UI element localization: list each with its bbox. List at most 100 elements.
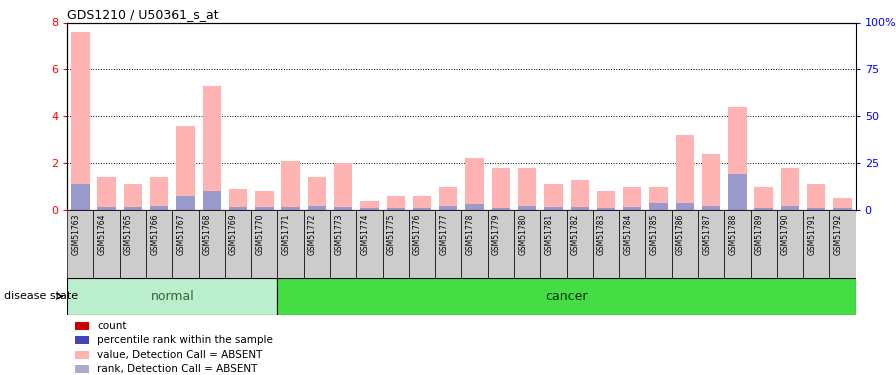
Text: GSM51781: GSM51781 bbox=[545, 213, 554, 255]
Bar bbox=[330, 210, 357, 278]
Bar bbox=[672, 210, 698, 278]
Bar bbox=[202, 191, 221, 210]
Text: GSM51780: GSM51780 bbox=[518, 213, 527, 255]
Text: value, Detection Call = ABSENT: value, Detection Call = ABSENT bbox=[97, 350, 263, 360]
Text: GSM51772: GSM51772 bbox=[308, 213, 317, 255]
Text: GSM51777: GSM51777 bbox=[439, 213, 448, 255]
Text: GSM51776: GSM51776 bbox=[413, 213, 422, 255]
Text: GSM51766: GSM51766 bbox=[151, 213, 159, 255]
Text: GSM51792: GSM51792 bbox=[833, 213, 842, 255]
Text: rank, Detection Call = ABSENT: rank, Detection Call = ABSENT bbox=[97, 364, 257, 374]
Bar bbox=[75, 365, 90, 373]
Bar bbox=[728, 107, 746, 210]
Text: GSM51787: GSM51787 bbox=[702, 213, 711, 255]
Bar bbox=[702, 206, 720, 210]
Bar bbox=[177, 196, 194, 210]
Bar bbox=[492, 168, 510, 210]
Bar bbox=[150, 177, 168, 210]
Bar bbox=[71, 184, 90, 210]
Text: normal: normal bbox=[151, 290, 194, 303]
Bar bbox=[255, 191, 273, 210]
Text: GSM51768: GSM51768 bbox=[202, 213, 211, 255]
Text: GSM51785: GSM51785 bbox=[650, 213, 659, 255]
Bar bbox=[93, 210, 120, 278]
Bar bbox=[465, 204, 484, 210]
Bar bbox=[623, 187, 642, 210]
Bar bbox=[514, 210, 540, 278]
Bar bbox=[334, 207, 352, 210]
Text: GSM51771: GSM51771 bbox=[281, 213, 290, 255]
Bar bbox=[650, 187, 668, 210]
Text: percentile rank within the sample: percentile rank within the sample bbox=[97, 335, 273, 345]
Text: GSM51778: GSM51778 bbox=[466, 213, 475, 255]
Bar bbox=[124, 184, 142, 210]
Bar bbox=[98, 177, 116, 210]
Text: GSM51782: GSM51782 bbox=[571, 213, 580, 255]
Bar bbox=[780, 206, 799, 210]
Bar bbox=[518, 206, 537, 210]
Bar bbox=[777, 210, 803, 278]
Bar bbox=[593, 210, 619, 278]
Text: GSM51790: GSM51790 bbox=[781, 213, 790, 255]
Bar bbox=[780, 168, 799, 210]
Bar bbox=[278, 278, 856, 315]
Bar bbox=[334, 163, 352, 210]
Bar bbox=[724, 210, 751, 278]
Bar bbox=[281, 161, 300, 210]
Text: count: count bbox=[97, 321, 126, 331]
Text: GSM51788: GSM51788 bbox=[728, 213, 737, 255]
Text: GSM51784: GSM51784 bbox=[624, 213, 633, 255]
Text: GSM51789: GSM51789 bbox=[754, 213, 763, 255]
Bar bbox=[487, 210, 514, 278]
Bar bbox=[199, 210, 225, 278]
Bar bbox=[255, 207, 273, 210]
Bar bbox=[465, 158, 484, 210]
Bar bbox=[383, 210, 409, 278]
Bar bbox=[146, 210, 172, 278]
Bar bbox=[67, 210, 93, 278]
Bar bbox=[386, 196, 405, 210]
Bar bbox=[439, 187, 458, 210]
Bar bbox=[807, 208, 825, 210]
Bar bbox=[650, 202, 668, 210]
Bar bbox=[281, 207, 300, 210]
Bar bbox=[202, 86, 221, 210]
Bar bbox=[544, 207, 563, 210]
Bar bbox=[75, 322, 90, 330]
Bar bbox=[645, 210, 672, 278]
Text: GSM51767: GSM51767 bbox=[177, 213, 185, 255]
Bar bbox=[307, 206, 326, 210]
Bar bbox=[67, 278, 278, 315]
Text: GSM51763: GSM51763 bbox=[72, 213, 81, 255]
Bar bbox=[492, 208, 510, 210]
Bar bbox=[409, 210, 435, 278]
Text: GSM51786: GSM51786 bbox=[676, 213, 685, 255]
Bar bbox=[619, 210, 645, 278]
Bar bbox=[251, 210, 278, 278]
Bar bbox=[150, 206, 168, 210]
Text: GSM51783: GSM51783 bbox=[597, 213, 606, 255]
Bar bbox=[278, 210, 304, 278]
Bar bbox=[172, 210, 199, 278]
Bar bbox=[120, 210, 146, 278]
Bar bbox=[597, 208, 616, 210]
Bar bbox=[360, 208, 379, 210]
Bar bbox=[566, 210, 593, 278]
Bar bbox=[754, 208, 773, 210]
Bar bbox=[571, 207, 589, 210]
Text: GSM51773: GSM51773 bbox=[334, 213, 343, 255]
Bar bbox=[357, 210, 383, 278]
Bar bbox=[751, 210, 777, 278]
Text: GSM51774: GSM51774 bbox=[360, 213, 369, 255]
Bar bbox=[833, 208, 852, 210]
Bar bbox=[386, 208, 405, 210]
Bar bbox=[124, 207, 142, 210]
Bar bbox=[413, 196, 431, 210]
Bar bbox=[597, 191, 616, 210]
Text: GSM51765: GSM51765 bbox=[124, 213, 133, 255]
Bar bbox=[461, 210, 487, 278]
Bar bbox=[75, 336, 90, 344]
Bar bbox=[177, 126, 194, 210]
Text: GSM51770: GSM51770 bbox=[255, 213, 264, 255]
Bar bbox=[225, 210, 251, 278]
